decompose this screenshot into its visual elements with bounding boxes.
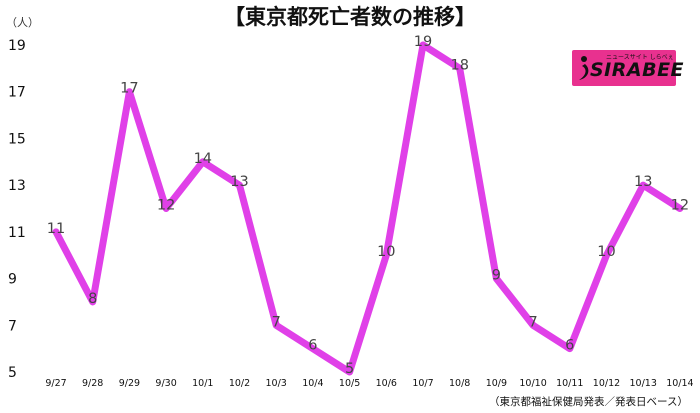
x-tick-label: 10/2: [229, 378, 250, 389]
data-label: 18: [450, 57, 468, 73]
data-label: 12: [157, 198, 175, 214]
x-tick-label: 10/11: [556, 378, 583, 389]
logo-mark-icon: [579, 56, 589, 80]
data-label: 17: [120, 81, 138, 97]
x-tick-label: 9/28: [82, 378, 103, 389]
y-tick-label: 13: [8, 178, 26, 194]
data-label: 10: [377, 244, 395, 260]
x-tick-label: 10/6: [376, 378, 397, 389]
logo-tagline: ニュースサイト しらべぇ: [606, 54, 674, 61]
x-tick-label: 10/9: [486, 378, 507, 389]
x-tick-label: 10/5: [339, 378, 360, 389]
data-label: 8: [88, 291, 97, 307]
data-label: 6: [308, 338, 317, 354]
series-line: [52, 41, 684, 376]
data-label: 10: [597, 244, 615, 260]
data-label: 6: [565, 338, 574, 354]
x-tick-label: 10/1: [192, 378, 213, 389]
x-tick-label: 10/13: [630, 378, 657, 389]
x-axis-ticks: 9/27 9/28 9/29 9/30 10/1 10/2 10/3 10/4 10/5 10/6…: [45, 378, 693, 389]
y-axis-unit: （人）: [6, 16, 39, 29]
x-tick-label: 10/10: [519, 378, 546, 389]
x-tick-label: 9/29: [119, 378, 140, 389]
data-label: 5: [345, 361, 354, 377]
data-label: 14: [194, 151, 212, 167]
y-tick-label: 19: [8, 38, 26, 54]
data-label: 7: [272, 314, 281, 330]
data-label: 13: [634, 174, 652, 190]
logo-text: SIRABEE: [590, 59, 685, 81]
y-tick-label: 7: [8, 318, 17, 334]
chart-title: 【東京都死亡者数の推移】: [224, 5, 476, 29]
x-tick-label: 9/30: [155, 378, 176, 389]
y-tick-label: 9: [8, 272, 17, 288]
x-tick-label: 10/3: [266, 378, 287, 389]
source-note: （東京都福祉保健局発表／発表日ベース）: [489, 395, 688, 408]
y-axis-ticks: 5 7 9 11 13 15 17 19: [8, 38, 26, 381]
data-labels: 11 8 17 12 14 13 7 6 5 10 19 18 9 7 6 10 13 12: [47, 34, 689, 377]
x-tick-label: 10/14: [666, 378, 693, 389]
data-label: 11: [47, 221, 65, 237]
data-label: 9: [492, 268, 501, 284]
y-tick-label: 5: [8, 365, 17, 381]
y-tick-label: 17: [8, 85, 26, 101]
sirabee-logo: ニュースサイト しらべぇ SIRABEE: [572, 50, 684, 86]
x-tick-label: 9/27: [45, 378, 66, 389]
data-label: 12: [671, 198, 689, 214]
data-label: 19: [414, 34, 432, 50]
x-tick-label: 10/8: [449, 378, 470, 389]
data-label: 13: [230, 174, 248, 190]
data-label: 7: [528, 314, 537, 330]
x-tick-label: 10/12: [593, 378, 620, 389]
x-tick-label: 10/7: [412, 378, 433, 389]
y-tick-label: 11: [8, 225, 26, 241]
x-tick-label: 10/4: [302, 378, 323, 389]
y-tick-label: 15: [8, 131, 26, 147]
